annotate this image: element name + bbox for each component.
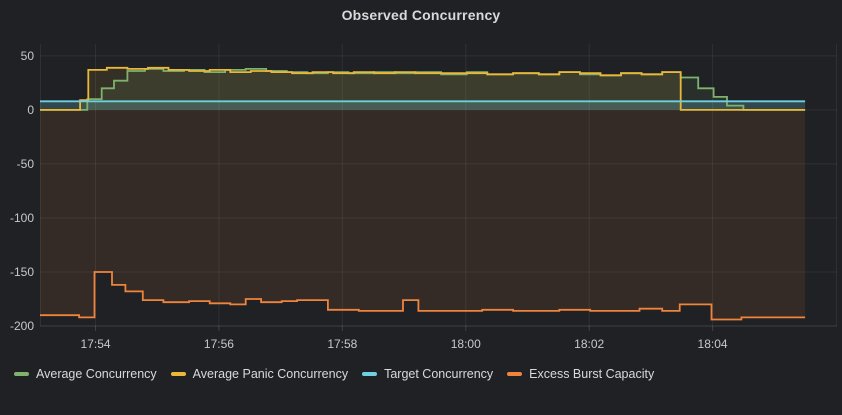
legend-item-target-concurrency[interactable]: Target Concurrency bbox=[362, 367, 493, 381]
x-tick-label: 18:04 bbox=[697, 337, 728, 351]
legend: Average Concurrency Average Panic Concurr… bbox=[14, 365, 654, 383]
y-tick-label: 0 bbox=[27, 102, 34, 117]
y-tick-label: -50 bbox=[16, 156, 34, 171]
series-fill-3 bbox=[40, 101, 806, 110]
legend-label: Excess Burst Capacity bbox=[529, 367, 655, 381]
y-tick-label: -200 bbox=[9, 319, 34, 333]
legend-swatch-icon bbox=[507, 372, 523, 376]
legend-swatch-icon bbox=[14, 372, 29, 376]
x-tick-label: 17:58 bbox=[327, 337, 358, 351]
series-fill-2 bbox=[40, 67, 806, 110]
legend-swatch-icon bbox=[170, 372, 186, 376]
legend-item-excess-burst-capacity[interactable]: Excess Burst Capacity bbox=[507, 367, 654, 381]
y-tick-label: 50 bbox=[20, 48, 34, 63]
chart-area: 50 0 -50 -100 -150 -200 17:54 17:56 17:58 18:00 1… bbox=[9, 44, 837, 351]
legend-item-average-panic-concurrency[interactable]: Average Panic Concurrency bbox=[170, 367, 349, 381]
y-tick-label: -150 bbox=[9, 264, 34, 279]
x-tick-label: 17:54 bbox=[80, 337, 111, 351]
legend-item-average-concurrency[interactable]: Average Concurrency bbox=[14, 367, 157, 381]
series-fill-1 bbox=[40, 68, 806, 110]
series-fill-4 bbox=[40, 109, 806, 320]
chart-plot[interactable] bbox=[40, 44, 837, 334]
legend-label: Average Concurrency bbox=[36, 367, 157, 381]
legend-label: Target Concurrency bbox=[384, 367, 494, 381]
x-tick-label: 17:56 bbox=[203, 337, 234, 351]
x-tick-label: 18:02 bbox=[574, 337, 605, 351]
x-tick-label: 18:00 bbox=[450, 337, 481, 351]
series-line-4 bbox=[40, 271, 806, 321]
panel-title[interactable]: Observed Concurrency bbox=[341, 7, 501, 23]
legend-swatch-icon bbox=[362, 372, 378, 376]
legend-label: Average Panic Concurrency bbox=[192, 367, 349, 381]
y-tick-label: -100 bbox=[9, 210, 34, 225]
series-line-2 bbox=[40, 66, 806, 111]
